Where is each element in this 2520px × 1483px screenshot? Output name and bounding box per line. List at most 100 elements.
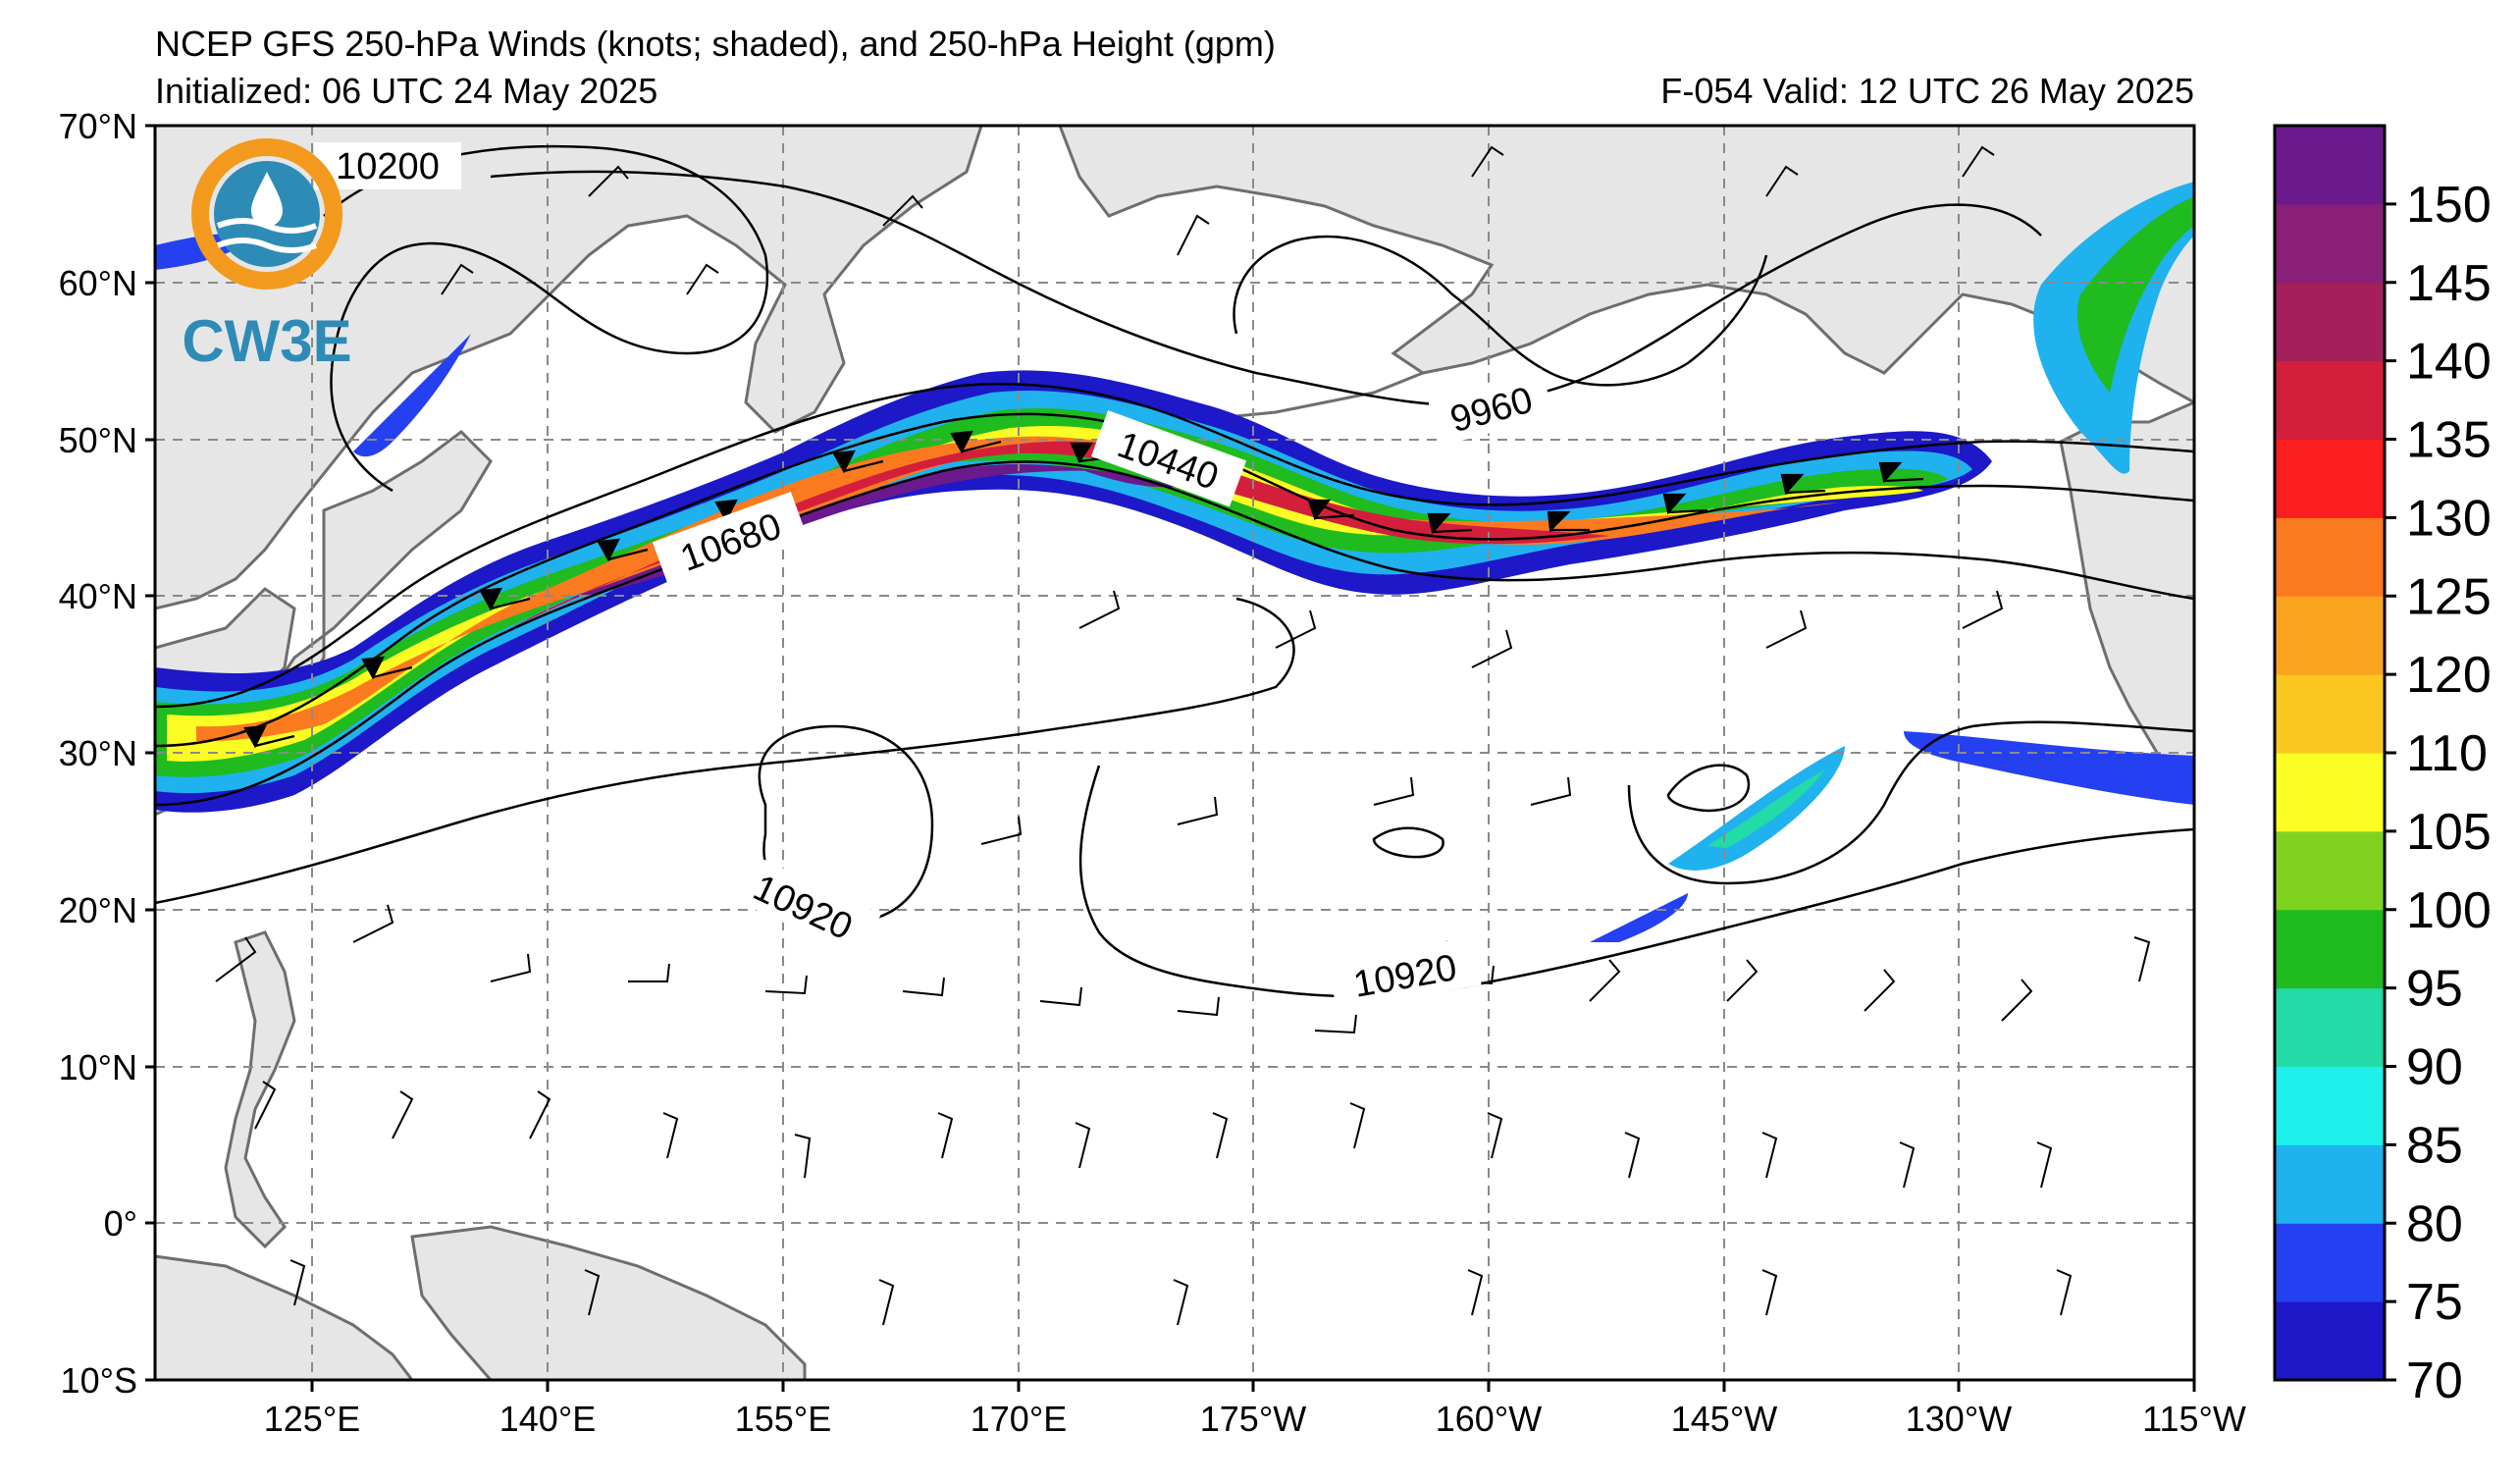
colorbar-tick-label: 105 (2406, 804, 2492, 861)
wind-barb (764, 975, 808, 995)
wind-barb (1177, 214, 1210, 256)
wind-barb (1275, 609, 1317, 649)
wind-barb (479, 587, 531, 611)
logo-text: CW3E (182, 308, 351, 374)
contour-line (155, 383, 2194, 709)
shade-95kt (155, 408, 1948, 777)
wind-barb (794, 1134, 812, 1179)
wind-barb (1662, 493, 1708, 515)
wind-barb (352, 904, 394, 943)
land-new-guinea (410, 1225, 807, 1380)
wind-barb (628, 963, 670, 982)
colorbar-tick-label: 70 (2406, 1352, 2463, 1409)
wind-barb (490, 953, 532, 982)
wind-barb (1530, 776, 1572, 806)
lon-label: 140°E (499, 1399, 596, 1439)
lat-label: 70°N (59, 106, 137, 146)
land-philippines (224, 930, 296, 1249)
wind-barb (1373, 776, 1415, 806)
wind-barb (902, 977, 945, 997)
colorbar-swatch (2275, 360, 2385, 440)
lon-axis: 125°E 140°E 155°E 170°E 175°W 160°W 145°… (264, 1380, 2246, 1439)
wind-barb (980, 816, 1023, 845)
lat-label: 40°N (59, 576, 137, 616)
lon-label: 125°E (264, 1399, 360, 1439)
colorbar-tick-label: 120 (2406, 647, 2492, 704)
lon-label: 170°E (971, 1399, 1067, 1439)
contour-line (155, 460, 2194, 807)
contour-line (1627, 720, 2194, 885)
lat-label: 30°N (59, 733, 137, 773)
shade-subtropical-jet-east (1904, 731, 2194, 805)
wind-barb (1467, 1269, 1484, 1316)
colorbar-swatch (2275, 909, 2385, 989)
colorbar-tick-label: 145 (2406, 255, 2492, 312)
wind-barb (1039, 986, 1082, 1007)
wind-barb (1962, 145, 1995, 178)
contour-line (1372, 826, 1444, 859)
wind-barb (361, 656, 413, 680)
wind-barb (2133, 936, 2151, 982)
contour-label-10920-east: 10920 (1328, 936, 1482, 1011)
shade-subtropical-jet-central-core (1707, 769, 1825, 848)
colorbar-swatch (2275, 674, 2385, 754)
wind-barb (1878, 461, 1924, 484)
wind-barb (937, 1112, 954, 1159)
colorbar-swatch (2275, 1066, 2385, 1145)
graticule (155, 126, 2194, 1380)
colorbar-swatch (2275, 439, 2385, 518)
colorbar-tick-label: 75 (2406, 1274, 2463, 1331)
wind-barb (1471, 145, 1504, 178)
wind-barb (254, 1081, 277, 1130)
contour-line (1233, 235, 1768, 387)
colorbar-tick-label: 135 (2406, 412, 2492, 469)
lat-label: 0° (104, 1203, 137, 1244)
wind-barb (392, 1090, 414, 1139)
wind-barb (878, 1279, 895, 1326)
contour-label-text: 10200 (336, 146, 440, 187)
colorbar-swatch (2275, 596, 2385, 675)
wind-barb (1427, 512, 1473, 535)
wind-barb (1349, 1102, 1366, 1149)
colorbar-swatch (2275, 282, 2385, 362)
colorbar-tick-label: 80 (2406, 1195, 2463, 1252)
contour-line (155, 597, 1295, 905)
wind-barb (215, 936, 257, 982)
wind-barb (950, 430, 1002, 454)
figure-title: NCEP GFS 250-hPa Winds (knots; shaded), … (155, 24, 1276, 64)
wind-barb (1307, 499, 1355, 521)
colorbar-tick-label: 110 (2406, 725, 2488, 782)
wind-barb (1726, 959, 1759, 1002)
wind-barb (1314, 1014, 1357, 1034)
wind-barb (584, 1269, 601, 1316)
valid-time: F-054 Valid: 12 UTC 26 May 2025 (1660, 71, 2194, 111)
wind-barb (1547, 510, 1590, 533)
wind-barb (1487, 1112, 1503, 1159)
droplet-icon (251, 172, 283, 227)
wind-barb (2001, 979, 2033, 1022)
wind-barb (1075, 1122, 1091, 1169)
wind-barb (1177, 796, 1219, 825)
lat-label: 20°N (59, 890, 137, 930)
contour-line (490, 170, 2042, 406)
contour-line (1666, 764, 1751, 813)
lat-label: 50°N (59, 420, 137, 460)
colorbar-tick-label: 125 (2406, 568, 2492, 625)
wind-barb (441, 263, 474, 295)
wind-barb (1761, 1132, 1778, 1179)
wind-barb (243, 724, 295, 749)
colorbar-swatch (2275, 830, 2385, 911)
lon-label: 115°W (2142, 1399, 2246, 1439)
wind-barb (686, 263, 719, 295)
colorbar-tick-label: 140 (2406, 334, 2492, 391)
lon-label: 145°W (1671, 1399, 1777, 1439)
wind-barb (1624, 1132, 1641, 1179)
lon-label: 160°W (1436, 1399, 1542, 1439)
colorbar-swatch (2275, 1144, 2385, 1224)
header: NCEP GFS 250-hPa Winds (knots; shaded), … (155, 24, 2194, 111)
wind-barbs-light (215, 145, 2151, 1326)
wind-barb (1765, 609, 1808, 649)
colorbar-swatch (2275, 987, 2385, 1067)
colorbar-swatch (2275, 753, 2385, 832)
wind-barb (1864, 969, 1896, 1012)
